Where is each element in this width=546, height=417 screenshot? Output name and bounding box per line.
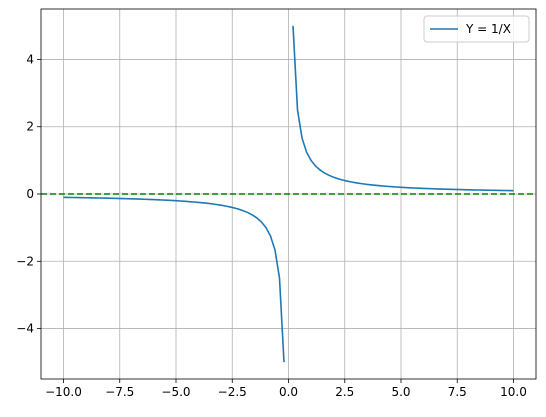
y-tick-label: 0 <box>26 187 34 201</box>
data-line <box>63 25 514 363</box>
x-tick-label: 5.0 <box>391 385 410 399</box>
y-tick-label: −4 <box>16 322 34 336</box>
legend: Y = 1/X <box>423 15 530 43</box>
y-tick-label: 2 <box>26 120 34 134</box>
y-tick-label: 4 <box>26 52 34 66</box>
legend-label: Y = 1/X <box>465 22 511 36</box>
y-tick-label: −2 <box>16 254 34 268</box>
x-tick-label: 0.0 <box>279 385 298 399</box>
x-tick-label: 7.5 <box>448 385 467 399</box>
x-tick-label: 2.5 <box>335 385 354 399</box>
legend-box <box>423 15 530 43</box>
x-tick-label: 10.0 <box>500 385 527 399</box>
axes-frame <box>40 8 537 380</box>
x-tick-label: −2.5 <box>218 385 247 399</box>
x-tick-label: −7.5 <box>105 385 134 399</box>
x-tick-label: −5.0 <box>161 385 190 399</box>
x-tick-label: −10.0 <box>45 385 82 399</box>
